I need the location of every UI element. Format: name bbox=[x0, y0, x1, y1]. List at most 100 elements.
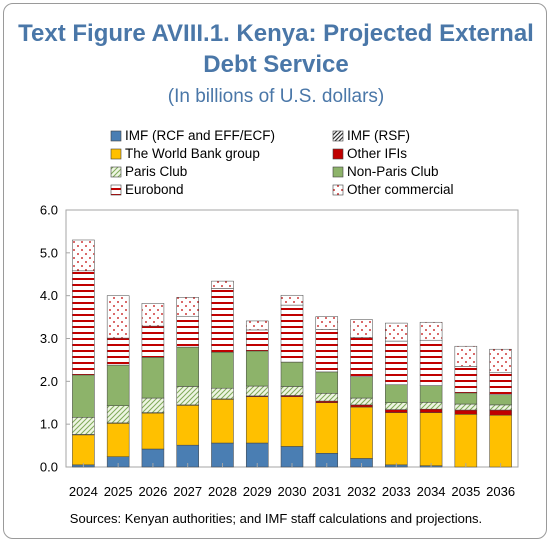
legend-swatch-eurobond bbox=[110, 184, 122, 196]
bar-segment-non-paris-club-2033 bbox=[385, 384, 408, 404]
x-tick-label: 2027 bbox=[173, 484, 202, 499]
bar-stack-2024 bbox=[72, 239, 95, 468]
y-tick-label: 4.0 bbox=[40, 288, 58, 303]
bar-stack-2031 bbox=[315, 316, 339, 468]
bar-stack-2025 bbox=[106, 295, 130, 468]
x-tick-label: 2036 bbox=[486, 484, 515, 499]
bar-segment-other-commercial-2029 bbox=[245, 320, 269, 331]
y-tick-label: 3.0 bbox=[40, 331, 58, 346]
bar-segment-other-commercial-2035 bbox=[454, 345, 478, 367]
bar-segment-other-commercial-2032 bbox=[350, 319, 373, 338]
bar-segment-eurobond-2033 bbox=[385, 340, 408, 386]
bar-stack-2028 bbox=[211, 280, 234, 468]
bar-segment-non-paris-club-2024 bbox=[72, 374, 95, 418]
legend-swatch-imf-rcf-and-eff-ecf bbox=[110, 130, 122, 142]
bar-stack-2036 bbox=[489, 348, 512, 468]
bar-segment-other-commercial-2027 bbox=[176, 297, 199, 317]
bar-segment-other-commercial-2028 bbox=[211, 280, 234, 289]
bar-segment-non-paris-club-2034 bbox=[419, 385, 443, 403]
x-tick-label: 2025 bbox=[104, 484, 133, 499]
x-tick-label: 2033 bbox=[382, 484, 411, 499]
bar-segment-the-world-bank-group-2031 bbox=[315, 402, 339, 454]
y-tick-label: 5.0 bbox=[40, 245, 58, 260]
bar-segment-non-paris-club-2030 bbox=[280, 361, 304, 387]
bar-segment-non-paris-club-2032 bbox=[350, 376, 373, 399]
bar-stack-2029 bbox=[245, 320, 269, 468]
bar-segment-other-ifis-2036 bbox=[489, 409, 512, 416]
legend-label-other-ifis: Other IFIs bbox=[347, 146, 407, 161]
bar-segment-other-commercial-2025 bbox=[106, 295, 130, 339]
bar-segment-the-world-bank-group-2029 bbox=[245, 396, 269, 444]
x-tick-label: 2030 bbox=[278, 484, 307, 499]
bar-segment-eurobond-2026 bbox=[141, 325, 165, 358]
bar-segment-the-world-bank-group-2028 bbox=[211, 399, 234, 444]
legend-label-non-paris-club: Non-Paris Club bbox=[347, 164, 439, 179]
legend-swatch-other-ifis bbox=[332, 148, 344, 160]
figure-subtitle: (In billions of U.S. dollars) bbox=[167, 86, 385, 107]
bar-segment-non-paris-club-2029 bbox=[245, 350, 269, 387]
bar-stack-2027 bbox=[176, 297, 199, 468]
bar-segment-paris-club-2025 bbox=[106, 405, 130, 424]
legend-swatch-the-world-bank-group bbox=[110, 148, 122, 160]
figure-title: Text Figure AVIII.1. Kenya: Projected Ex… bbox=[0, 18, 552, 80]
bar-segment-other-commercial-2034 bbox=[419, 321, 443, 341]
bar-segment-other-ifis-2035 bbox=[454, 409, 478, 415]
bar-segment-eurobond-2030 bbox=[280, 304, 304, 363]
bar-segment-the-world-bank-group-2033 bbox=[385, 412, 408, 466]
bar-stack-2030 bbox=[280, 294, 304, 468]
bar-stack-2035 bbox=[454, 345, 478, 468]
bar-segment-the-world-bank-group-2027 bbox=[176, 405, 199, 446]
x-tick-label: 2024 bbox=[69, 484, 98, 499]
bar-segment-eurobond-2032 bbox=[350, 337, 373, 377]
legend-label-the-world-bank-group: The World Bank group bbox=[125, 146, 260, 161]
y-tick-label: 6.0 bbox=[40, 203, 58, 218]
bar-stack-2032 bbox=[350, 319, 373, 468]
bar-segment-eurobond-2035 bbox=[454, 366, 478, 394]
bar-segment-other-ifis-2033 bbox=[385, 409, 408, 413]
legend-label-other-commercial: Other commercial bbox=[347, 182, 454, 197]
x-tick-label: 2034 bbox=[417, 484, 446, 499]
bar-segment-non-paris-club-2027 bbox=[176, 346, 199, 387]
bar-segment-the-world-bank-group-2036 bbox=[489, 414, 512, 468]
legend-swatch-non-paris-club bbox=[332, 166, 344, 178]
y-tick-label: 1.0 bbox=[40, 417, 58, 432]
legend-label-imf-rcf-and-eff-ecf: IMF (RCF and EFF/ECF) bbox=[125, 128, 275, 143]
bar-segment-eurobond-2034 bbox=[419, 339, 443, 386]
bar-segment-the-world-bank-group-2034 bbox=[419, 412, 443, 466]
bar-segment-paris-club-2031 bbox=[315, 393, 339, 402]
bar-segment-paris-club-2027 bbox=[176, 386, 199, 406]
bar-segment-other-ifis-2031 bbox=[315, 400, 339, 403]
legend-swatch-imf-rsf bbox=[332, 130, 344, 142]
figure-title-line-2: Debt Service bbox=[203, 51, 349, 78]
bar-stack-2026 bbox=[141, 303, 165, 468]
bar-segment-non-paris-club-2031 bbox=[315, 371, 339, 394]
bar-segment-eurobond-2025 bbox=[106, 337, 130, 366]
bar-segment-paris-club-2030 bbox=[280, 386, 304, 396]
x-tick-label: 2026 bbox=[138, 484, 167, 499]
bar-segment-non-paris-club-2035 bbox=[454, 392, 478, 405]
x-tick-label: 2035 bbox=[451, 484, 480, 499]
bar-segment-eurobond-2031 bbox=[315, 329, 339, 373]
bar-segment-the-world-bank-group-2026 bbox=[141, 412, 165, 450]
bar-segment-non-paris-club-2026 bbox=[141, 357, 165, 399]
stacked-bar-chart: IMF (RCF and EFF/ECF) IMF (RSF) The World … bbox=[40, 128, 519, 499]
plot-area: 0.0 1.0 2.0 3.0 4.0 5.0 6.0 2024 2025 2026 2027 202… bbox=[40, 203, 519, 499]
bar-segment-paris-club-2026 bbox=[141, 397, 165, 413]
bar-segment-eurobond-2036 bbox=[489, 372, 512, 395]
bar-segment-other-commercial-2031 bbox=[315, 316, 339, 330]
legend-swatch-other-commercial bbox=[332, 184, 344, 196]
legend-label-imf-rsf: IMF (RSF) bbox=[347, 128, 410, 143]
bar-segment-other-commercial-2024 bbox=[72, 239, 95, 272]
bar-segment-paris-club-2028 bbox=[211, 387, 234, 400]
bar-segment-paris-club-2032 bbox=[350, 397, 373, 406]
bar-segment-eurobond-2024 bbox=[72, 270, 95, 376]
bar-segment-paris-club-2036 bbox=[489, 404, 512, 411]
bar-segment-other-ifis-2032 bbox=[350, 404, 373, 408]
bar-stack-2033 bbox=[385, 322, 408, 468]
bar-segment-other-commercial-2026 bbox=[141, 303, 165, 327]
bar-segment-non-paris-club-2036 bbox=[489, 394, 512, 406]
y-tick-label: 2.0 bbox=[40, 374, 58, 389]
bar-segment-eurobond-2027 bbox=[176, 315, 199, 348]
bar-segment-eurobond-2029 bbox=[245, 329, 269, 352]
bar-segment-the-world-bank-group-2032 bbox=[350, 406, 373, 459]
